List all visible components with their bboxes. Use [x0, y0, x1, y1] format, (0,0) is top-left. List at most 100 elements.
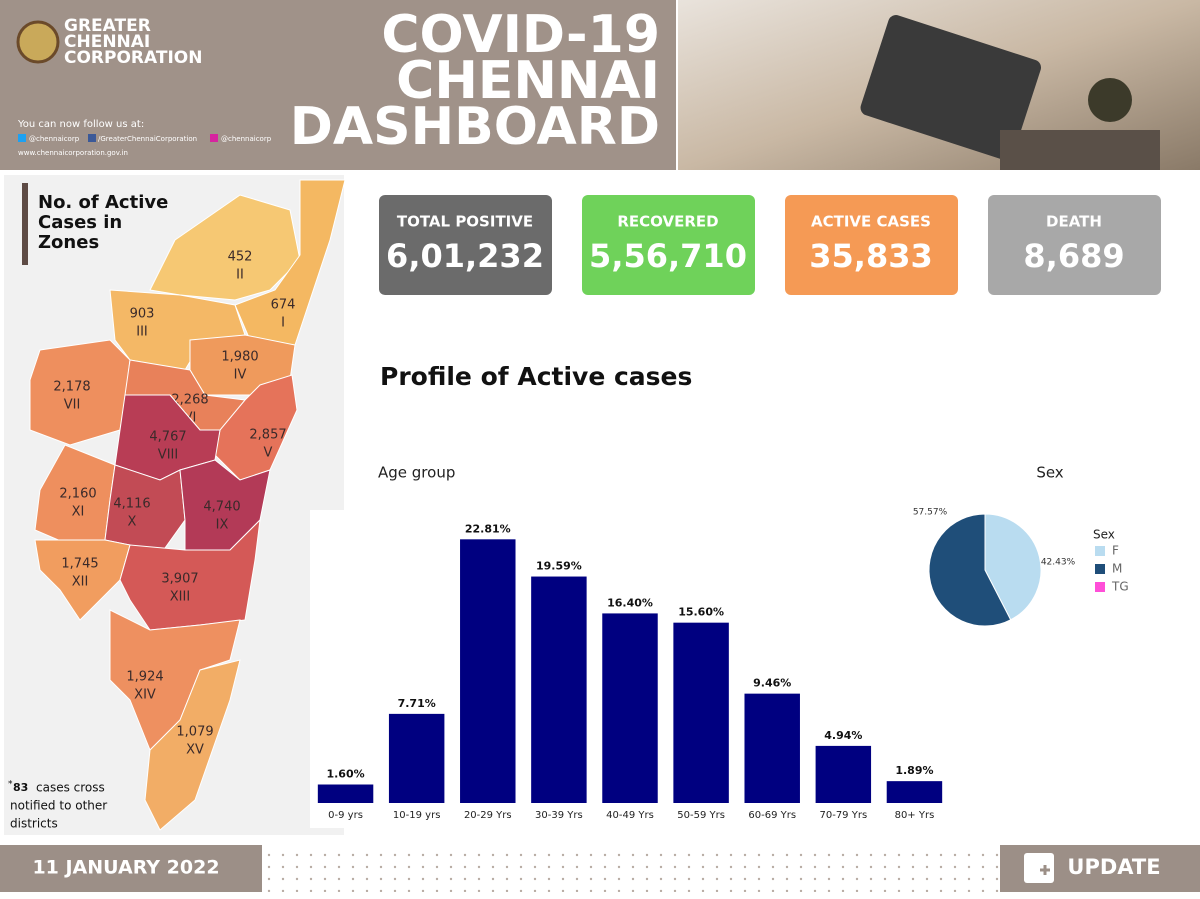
- pie-label: 57.57%: [913, 508, 948, 518]
- zone-count: 1,079: [176, 725, 213, 740]
- x-tick-label: 40-49 Yrs: [606, 810, 654, 821]
- stat-card: [379, 195, 552, 295]
- map-title: Zones: [38, 232, 99, 253]
- legend-swatch: [1095, 546, 1105, 556]
- value-label: 1.89%: [895, 764, 933, 777]
- zone-name: XI: [72, 505, 85, 520]
- bar: [460, 539, 516, 803]
- x-tick-label: 80+ Yrs: [895, 810, 935, 821]
- legend-entry: F: [1112, 544, 1119, 558]
- photo-books: [1000, 130, 1160, 170]
- zone-name: VIII: [158, 448, 178, 463]
- value-label: 7.71%: [398, 697, 436, 710]
- footer-dots: [262, 845, 1000, 892]
- x-tick-label: 20-29 Yrs: [464, 810, 512, 821]
- zone: [119, 518, 261, 631]
- zone: [144, 659, 241, 831]
- zone: [149, 194, 301, 301]
- note-marker: *: [8, 780, 13, 790]
- title: COVID-19: [381, 5, 660, 65]
- stat-card: [988, 195, 1161, 295]
- zone-count: 1,980: [221, 350, 258, 365]
- zone-name: IX: [216, 518, 229, 533]
- logo: [16, 20, 60, 64]
- zone-count: 452: [228, 250, 253, 265]
- twitter-icon: [18, 134, 26, 142]
- x-tick-label: 0-9 yrs: [328, 810, 363, 821]
- social-handle: @chennaicorp: [29, 135, 80, 143]
- logo-text: CORPORATION: [64, 48, 202, 68]
- zone-name: IV: [234, 368, 247, 383]
- zone-map: 452II674I903III1,980IV2,178VII2,268VI2,8…: [29, 179, 346, 831]
- stat-label: TOTAL POSITIVE: [397, 213, 533, 231]
- follow-text: You can now follow us at:: [17, 119, 144, 130]
- stat-cards: TOTAL POSITIVE 6,01,232 RECOVERED 5,56,710 A…: [379, 195, 1161, 295]
- zone-name: I: [281, 316, 285, 331]
- note-text: districts: [10, 817, 58, 831]
- legend-swatch: [1095, 564, 1105, 574]
- map-title: Cases in: [38, 212, 122, 233]
- bar-chart-title: Age group: [378, 464, 455, 482]
- value-label: 1.60%: [326, 768, 364, 781]
- footer-date-band: [0, 845, 262, 892]
- zone-name: V: [264, 446, 273, 461]
- zone-count: 2,857: [249, 428, 286, 443]
- map-title: No. of Active: [38, 192, 168, 213]
- zone-name: VII: [64, 398, 81, 413]
- zone-name: III: [136, 325, 148, 340]
- bar: [815, 745, 872, 803]
- x-tick-label: 30-39 Yrs: [535, 810, 583, 821]
- zone-count: 674: [271, 298, 296, 313]
- zone-count: 4,116: [113, 497, 150, 512]
- x-tick-label: 60-69 Yrs: [748, 810, 796, 821]
- stat-value: 5,56,710: [589, 237, 747, 275]
- bar: [886, 781, 943, 803]
- value-label: 16.40%: [607, 596, 653, 609]
- zone-name: XV: [186, 743, 204, 758]
- pie-chart-title: Sex: [1036, 464, 1063, 482]
- legend-entry: M: [1112, 562, 1122, 576]
- note-count: 83: [13, 781, 28, 794]
- zone-count: 4,740: [203, 500, 240, 515]
- charts: 1.60% 0-9 yrs 7.71% 10-19 yrs 22.81% 20-29 Yr…: [317, 508, 1129, 821]
- bar: [673, 622, 729, 803]
- social-handle: /GreaterChennaiCorporation: [98, 135, 197, 143]
- legend-swatch: [1095, 582, 1105, 592]
- logo-text: CHENNAI: [64, 32, 150, 52]
- x-tick-label: 70-79 Yrs: [819, 810, 867, 821]
- pie-slice: [928, 513, 1012, 627]
- section-title: Profile of Active cases: [380, 362, 692, 391]
- value-label: 4.94%: [824, 729, 862, 742]
- value-label: 19.59%: [536, 560, 582, 573]
- stat-card: [582, 195, 755, 295]
- value-label: 9.46%: [753, 677, 791, 690]
- header-band: [0, 0, 676, 170]
- zone-name: X: [128, 515, 137, 530]
- x-tick-label: 10-19 yrs: [393, 810, 440, 821]
- bar: [388, 713, 445, 803]
- bar: [744, 693, 800, 803]
- stat-label: DEATH: [1046, 213, 1102, 231]
- update-button[interactable]: UPDATE: [1067, 855, 1160, 879]
- facebook-icon: [88, 134, 96, 142]
- update-icon: [1024, 853, 1054, 883]
- stat-label: ACTIVE CASES: [811, 213, 931, 231]
- zone-count: 2,178: [53, 380, 90, 395]
- value-label: 15.60%: [678, 606, 724, 619]
- pie-slice: [984, 513, 1042, 621]
- stat-value: 8,689: [1023, 237, 1124, 275]
- title: CHENNAI: [396, 51, 660, 111]
- zone-count: 1,924: [126, 670, 163, 685]
- x-tick-label: 50-59 Yrs: [677, 810, 725, 821]
- note-text: notified to other: [10, 799, 107, 813]
- social-handle: @chennaicorp: [221, 135, 272, 143]
- instagram-icon: [210, 134, 218, 142]
- website: www.chennaicorporation.gov.in: [18, 149, 128, 157]
- footer-date: 11 JANUARY 2022: [32, 857, 219, 879]
- zone-name: XIV: [134, 688, 156, 703]
- zone: [34, 539, 131, 621]
- zone-name: XIII: [170, 590, 190, 605]
- legend-entry: TG: [1111, 580, 1129, 594]
- zone-count: 1,745: [61, 557, 98, 572]
